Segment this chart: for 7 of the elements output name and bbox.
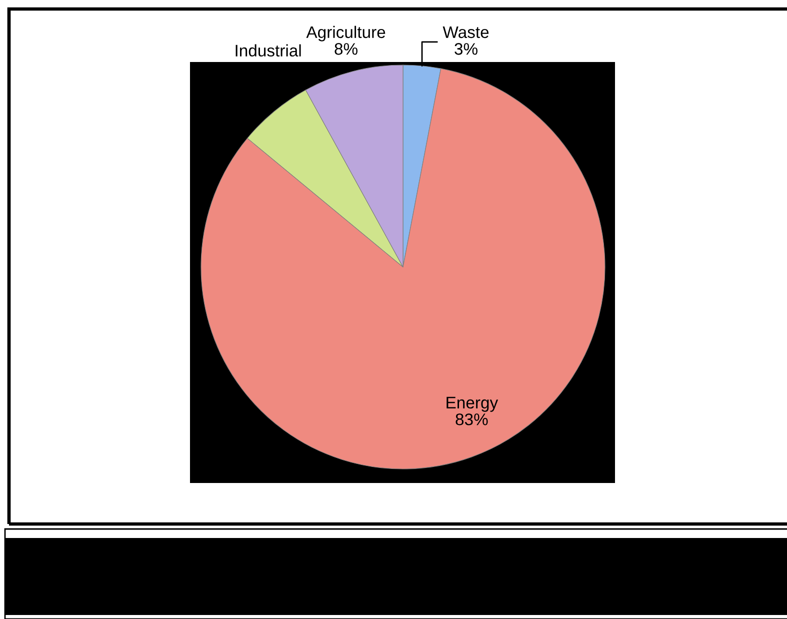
data-label: 83%: [456, 413, 488, 426]
slice-label: Industrial: [236, 44, 301, 57]
data-label: 3%: [454, 43, 478, 55]
data-label: 8%: [334, 43, 358, 55]
slice-label: Waste: [442, 26, 489, 38]
slice-label: Energy: [446, 396, 498, 412]
slice-label: Agriculture: [306, 26, 386, 42]
